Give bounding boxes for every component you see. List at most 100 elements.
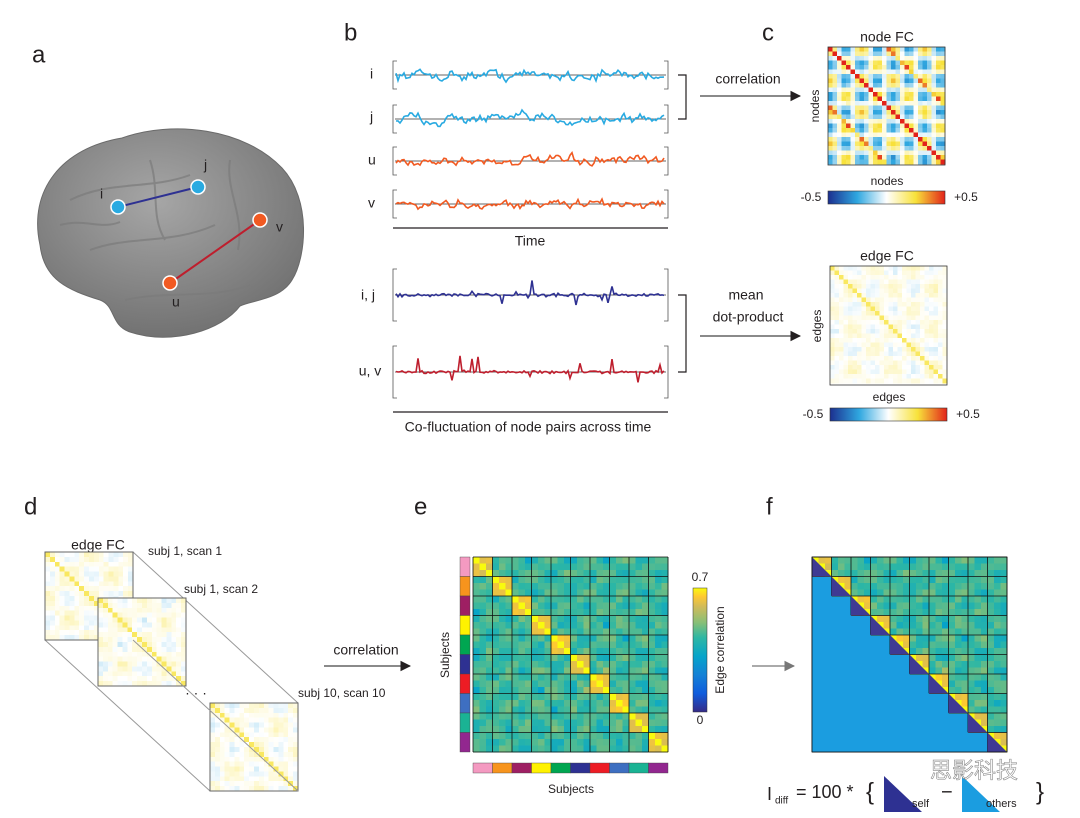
- cell: [518, 687, 526, 694]
- cell: [968, 576, 975, 584]
- cell: [258, 747, 265, 753]
- cell: [254, 722, 260, 728]
- cell: [888, 378, 894, 384]
- cell: [570, 706, 578, 714]
- cell: [661, 693, 669, 701]
- cell: [486, 739, 493, 746]
- cell: [499, 563, 506, 571]
- cell: [841, 83, 847, 88]
- cell: [857, 347, 862, 352]
- cell: [635, 563, 643, 571]
- cell: [525, 739, 532, 746]
- cell: [263, 712, 270, 719]
- cell: [64, 556, 70, 563]
- cell: [968, 687, 975, 694]
- cell: [846, 83, 851, 88]
- cell: [961, 667, 969, 675]
- subject-matrix: [473, 557, 669, 753]
- cell: [648, 732, 656, 740]
- cell: [903, 615, 910, 623]
- cell: [505, 680, 513, 688]
- cell: [551, 654, 558, 662]
- cell: [906, 306, 912, 312]
- cell: [616, 609, 623, 616]
- cell: [857, 324, 862, 330]
- cell: [117, 622, 123, 628]
- cell: [938, 324, 943, 330]
- cell: [557, 583, 565, 590]
- cell: [258, 781, 265, 787]
- cell: [538, 589, 545, 597]
- cell: [942, 667, 949, 675]
- cell: [929, 347, 934, 352]
- cell: [896, 628, 904, 636]
- row-frame: [664, 345, 669, 399]
- cell: [922, 123, 928, 129]
- cell: [864, 114, 869, 120]
- cell: [473, 693, 480, 701]
- cell: [45, 552, 51, 558]
- cell: [655, 706, 662, 714]
- cell: [596, 693, 604, 701]
- cell: [893, 333, 898, 339]
- cell: [837, 69, 842, 75]
- cell: [906, 333, 912, 339]
- cell: [142, 637, 148, 643]
- cell: [622, 628, 630, 636]
- cell: [181, 666, 187, 672]
- cell: [857, 293, 862, 298]
- cell: [903, 635, 910, 642]
- cell: [900, 83, 905, 88]
- cell: [219, 703, 226, 709]
- cell: [64, 591, 70, 597]
- cell: [873, 110, 878, 115]
- cell: [900, 128, 905, 133]
- subject-swatch: [459, 732, 471, 753]
- cell: [846, 96, 851, 102]
- cell: [161, 661, 167, 667]
- cell: [927, 159, 932, 165]
- cell: [518, 570, 526, 577]
- cell: [834, 369, 840, 375]
- cell: [844, 583, 852, 590]
- cell: [93, 556, 100, 563]
- cell: [961, 674, 969, 681]
- cell: [848, 378, 853, 384]
- cell: [268, 703, 274, 709]
- cell: [229, 771, 235, 777]
- signal-label: v: [368, 195, 375, 211]
- cell: [924, 279, 930, 285]
- cell: [505, 661, 513, 668]
- cell: [538, 732, 545, 740]
- cell: [635, 680, 643, 688]
- cell: [839, 320, 844, 325]
- cell: [828, 155, 833, 160]
- node-label: u: [172, 294, 180, 310]
- cell: [93, 552, 100, 558]
- cell: [551, 602, 558, 610]
- cell: [512, 700, 519, 707]
- cell: [661, 667, 669, 675]
- self-triangle: [890, 635, 910, 655]
- cell: [479, 719, 487, 727]
- cell: [118, 561, 124, 568]
- cell: [278, 751, 284, 758]
- cell: [512, 687, 519, 694]
- cell: [938, 302, 943, 307]
- cell: [557, 654, 565, 662]
- cell: [981, 609, 988, 616]
- cell: [1000, 615, 1008, 623]
- cell: [214, 776, 221, 782]
- cell: [103, 591, 109, 597]
- cell: [79, 586, 85, 592]
- cell: [137, 637, 143, 643]
- cell: [870, 306, 876, 312]
- cell: [59, 576, 65, 582]
- cell: [873, 128, 878, 133]
- cell: [913, 51, 919, 57]
- cell: [855, 123, 860, 129]
- cell: [127, 607, 133, 614]
- cell: [859, 101, 865, 106]
- cell: [922, 570, 930, 577]
- cell: [69, 596, 75, 602]
